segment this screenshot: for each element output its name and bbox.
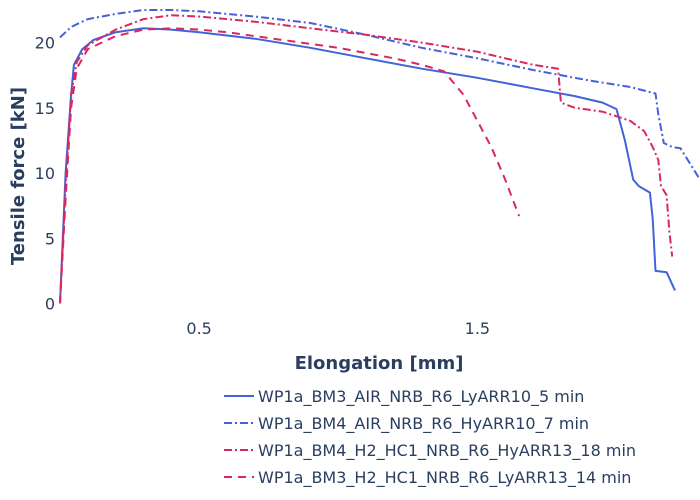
y-tick-label: 5 xyxy=(45,229,55,248)
legend[interactable]: WP1a_BM3_AIR_NRB_R6_LyARR10_5 min WP1a_BM… xyxy=(224,387,636,488)
x-axis-title: Elongation [mm] xyxy=(295,353,464,374)
x-axis-ticks: 0.5 1.5 xyxy=(186,319,490,338)
series-line-2[interactable] xyxy=(59,9,700,181)
series-line-4[interactable] xyxy=(59,27,521,304)
legend-label: WP1a_BM3_H2_HC1_NRB_R6_LyARR13_14 min xyxy=(258,468,631,488)
y-axis-ticks: 0 5 10 15 20 xyxy=(35,34,55,314)
y-tick-label: 10 xyxy=(35,164,55,183)
legend-item[interactable]: WP1a_BM4_AIR_NRB_R6_HyARR10_7 min xyxy=(224,414,589,434)
y-tick-label: 15 xyxy=(35,99,55,118)
y-tick-label: 0 xyxy=(45,294,55,313)
legend-item[interactable]: WP1a_BM4_H2_HC1_NRB_R6_HyARR13_18 min xyxy=(224,441,636,461)
legend-label: WP1a_BM4_H2_HC1_NRB_R6_HyARR13_18 min xyxy=(258,441,636,461)
legend-item[interactable]: WP1a_BM3_H2_HC1_NRB_R6_LyARR13_14 min xyxy=(224,468,631,488)
series-line-3[interactable] xyxy=(59,14,674,304)
x-tick-label: 0.5 xyxy=(186,319,211,338)
x-tick-label: 1.5 xyxy=(465,319,490,338)
y-tick-label: 20 xyxy=(35,34,55,53)
plot-area xyxy=(59,9,700,304)
legend-label: WP1a_BM4_AIR_NRB_R6_HyARR10_7 min xyxy=(258,414,589,434)
y-axis-title: Tensile force [kN] xyxy=(8,87,29,265)
legend-label: WP1a_BM3_AIR_NRB_R6_LyARR10_5 min xyxy=(258,387,584,407)
legend-item[interactable]: WP1a_BM3_AIR_NRB_R6_LyARR10_5 min xyxy=(224,387,584,407)
series-line-1[interactable] xyxy=(59,27,676,304)
